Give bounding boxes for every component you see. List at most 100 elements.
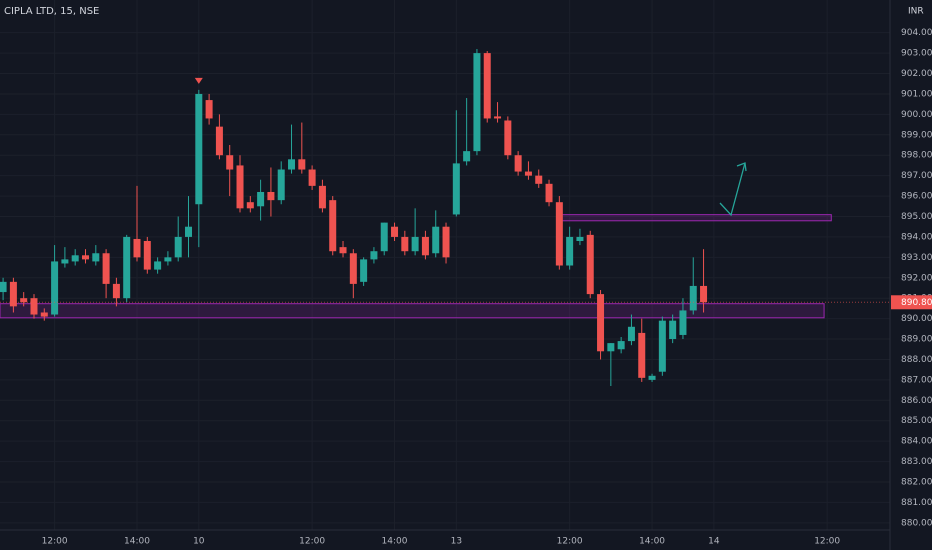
x-tick-label: 12:00 bbox=[814, 537, 840, 547]
candle-body bbox=[112, 283, 120, 299]
candle-body bbox=[40, 312, 48, 317]
arrow-head bbox=[736, 162, 747, 172]
y-tick-label: 889.00 bbox=[901, 335, 932, 345]
zones bbox=[0, 214, 832, 319]
y-tick-label: 886.00 bbox=[901, 396, 932, 406]
candle-body bbox=[442, 226, 450, 258]
candle-body bbox=[555, 202, 563, 266]
candle-body bbox=[92, 253, 100, 262]
candle-body bbox=[61, 259, 69, 264]
candle-body bbox=[133, 238, 141, 258]
candle-body bbox=[143, 241, 151, 270]
candle-body bbox=[432, 226, 440, 254]
candle-body bbox=[20, 298, 28, 303]
candle-body bbox=[380, 222, 388, 252]
candle-body bbox=[288, 159, 296, 170]
y-tick-label: 901.00 bbox=[901, 89, 932, 99]
last-price-label: 890.80 bbox=[901, 298, 932, 308]
candle-body bbox=[123, 236, 131, 299]
x-tick-label: 10 bbox=[193, 537, 205, 547]
x-tick-label: 12:00 bbox=[557, 537, 583, 547]
candle-body bbox=[360, 259, 368, 282]
candle-body bbox=[308, 169, 316, 186]
candle-body bbox=[535, 175, 543, 184]
candle-body bbox=[215, 126, 223, 156]
y-tick-label: 887.00 bbox=[901, 375, 932, 385]
candle-body bbox=[658, 320, 666, 372]
candle-body bbox=[370, 251, 378, 260]
candle-body bbox=[576, 236, 584, 242]
candle-body bbox=[30, 298, 38, 315]
candle-body bbox=[0, 281, 7, 293]
zone bbox=[0, 303, 825, 319]
candle-body bbox=[205, 100, 213, 119]
candle-body bbox=[627, 326, 635, 342]
candle-body bbox=[349, 253, 357, 284]
candle-body bbox=[277, 169, 285, 201]
candle-body bbox=[226, 155, 234, 170]
candle-body bbox=[545, 183, 553, 203]
candle-body bbox=[607, 343, 615, 352]
y-tick-label: 892.00 bbox=[901, 273, 932, 283]
candle-body bbox=[401, 236, 409, 252]
candle-body bbox=[504, 120, 512, 156]
candle-body bbox=[463, 151, 471, 162]
candle-body bbox=[81, 255, 89, 260]
candle-body bbox=[421, 236, 429, 256]
candle-body bbox=[514, 155, 522, 172]
y-tick-label: 895.00 bbox=[901, 212, 932, 222]
chart-title: CIPLA LTD, 15, NSE bbox=[4, 6, 99, 17]
candles bbox=[0, 49, 708, 387]
candle-body bbox=[700, 285, 708, 303]
candle-body bbox=[257, 191, 265, 207]
x-tick-label: 12:00 bbox=[299, 537, 325, 547]
candle-body bbox=[236, 165, 244, 209]
candle-body bbox=[452, 163, 460, 215]
candle-body bbox=[391, 226, 399, 237]
y-tick-label: 902.00 bbox=[901, 69, 932, 79]
candle-body bbox=[473, 53, 481, 152]
candle-body bbox=[411, 236, 419, 252]
y-tick-label: 880.00 bbox=[901, 518, 932, 528]
last-price-box bbox=[891, 295, 932, 310]
signal-marker bbox=[194, 77, 203, 84]
x-tick-label: 14:00 bbox=[124, 537, 150, 547]
candle-body bbox=[174, 236, 182, 258]
candle-body bbox=[597, 294, 605, 352]
currency-label: INR bbox=[908, 7, 924, 17]
y-tick-label: 894.00 bbox=[901, 232, 932, 242]
y-tick-label: 899.00 bbox=[901, 130, 932, 140]
y-tick-label: 890.00 bbox=[901, 314, 932, 324]
candle-body bbox=[494, 116, 502, 119]
candle-body bbox=[51, 261, 59, 315]
y-tick-label: 893.00 bbox=[901, 253, 932, 263]
candle-body bbox=[566, 236, 574, 266]
candle-body bbox=[648, 375, 656, 380]
candle-body bbox=[483, 53, 491, 119]
candle-body bbox=[689, 285, 697, 311]
candle-body bbox=[298, 159, 306, 170]
candle-body bbox=[246, 202, 254, 209]
x-tick-label: 14 bbox=[708, 537, 720, 547]
x-tick-label: 12:00 bbox=[42, 537, 68, 547]
candle-body bbox=[9, 281, 17, 307]
y-tick-label: 903.00 bbox=[901, 49, 932, 59]
y-tick-label: 896.00 bbox=[901, 192, 932, 202]
x-tick-label: 13 bbox=[451, 537, 462, 547]
y-tick-label: 898.00 bbox=[901, 151, 932, 161]
candle-body bbox=[638, 332, 646, 378]
y-tick-label: 883.00 bbox=[901, 457, 932, 467]
candle-body bbox=[329, 200, 337, 252]
y-tick-label: 888.00 bbox=[901, 355, 932, 365]
candle-body bbox=[669, 320, 677, 340]
candle-body bbox=[318, 185, 326, 209]
candle-body bbox=[617, 341, 625, 350]
candle-body bbox=[267, 191, 275, 201]
y-tick-label: 897.00 bbox=[901, 171, 932, 181]
x-tick-label: 14:00 bbox=[639, 537, 665, 547]
y-tick-label: 900.00 bbox=[901, 110, 932, 120]
candle-body bbox=[586, 234, 594, 295]
y-tick-label: 904.00 bbox=[901, 28, 932, 38]
